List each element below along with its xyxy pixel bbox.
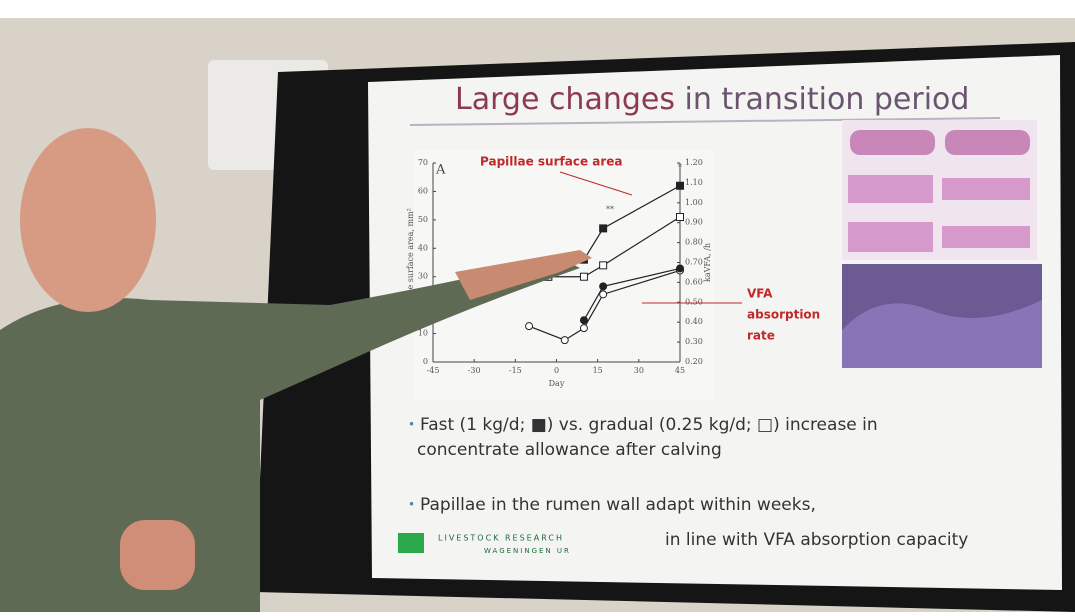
data-point xyxy=(676,213,684,222)
rumen-tissue xyxy=(842,300,1042,368)
y-tick-label: 40 xyxy=(418,243,428,252)
y-tick-label: 70 xyxy=(418,158,428,167)
y-tick-label: 60 xyxy=(418,186,428,195)
bullet-dot: • xyxy=(408,498,415,512)
y2-tick-label: 0.50 xyxy=(685,297,703,306)
data-point xyxy=(599,261,608,270)
presenter xyxy=(0,128,592,612)
logo-mark xyxy=(398,533,424,553)
logo-text: WAGENINGEN UR xyxy=(484,547,571,555)
data-point xyxy=(599,282,608,291)
annotation: Papillae surface area xyxy=(480,155,623,169)
bullet-text: Papillae in the rumen wall adapt within … xyxy=(420,495,816,515)
x-tick-label: -45 xyxy=(427,366,440,375)
data-point xyxy=(599,290,608,299)
y2-tick-label: 0.20 xyxy=(685,357,703,366)
bullet-dot: • xyxy=(408,418,415,432)
slide-title: Large changes in transition period xyxy=(455,82,969,117)
hand xyxy=(120,520,195,590)
head xyxy=(20,128,156,312)
data-point xyxy=(579,272,588,281)
data-point xyxy=(676,264,684,273)
logo-text: LIVESTOCK RESEARCH xyxy=(438,534,564,543)
series-line xyxy=(548,216,681,278)
annotation: rate xyxy=(747,329,775,343)
x-tick-label: -30 xyxy=(468,366,481,375)
y2-tick-label: 1.20 xyxy=(685,158,703,167)
data-point xyxy=(525,322,534,331)
x-tick-label: -15 xyxy=(509,366,522,375)
annotation: VFA xyxy=(747,287,773,301)
y2-tick-label: 0.80 xyxy=(685,238,703,247)
title-rule xyxy=(409,117,1001,126)
bullet-text: Fast (1 kg/d; ■) vs. gradual (0.25 kg/d;… xyxy=(420,415,878,435)
data-point xyxy=(560,336,569,345)
y-tick-label: 50 xyxy=(418,215,428,224)
tissue xyxy=(848,222,933,252)
annotation: absorption xyxy=(747,308,820,322)
x-tick-label: 15 xyxy=(593,366,603,375)
data-point xyxy=(599,224,608,233)
y2-tick-label: 1.10 xyxy=(685,178,703,187)
data-point xyxy=(579,324,588,333)
tissue xyxy=(942,178,1030,200)
bullet-text: in line with VFA absorption capacity xyxy=(665,530,968,550)
x-tick-label: 0 xyxy=(554,366,559,375)
y2-tick-label: 0.40 xyxy=(685,317,703,326)
tissue xyxy=(945,130,1030,155)
y2-tick-label: 0.90 xyxy=(685,218,703,227)
tissue xyxy=(942,226,1030,248)
logo: LIVESTOCK RESEARCH WAGENINGEN UR xyxy=(398,533,571,555)
arm xyxy=(455,250,592,300)
y-tick-label: 10 xyxy=(418,329,428,338)
chart: -45-30-1501530450102030405060700.200.300… xyxy=(406,150,820,400)
x-tick-label: 30 xyxy=(634,366,644,375)
x-tick-label: 45 xyxy=(675,366,685,375)
y2-tick-label: 0.30 xyxy=(685,337,703,346)
data-point xyxy=(579,316,588,325)
x-axis-label: Day xyxy=(549,379,565,388)
y-tick-label: 30 xyxy=(418,272,428,281)
bullet-text: concentrate allowance after calving xyxy=(417,440,722,460)
y2-axis-label: kaVFA, /h xyxy=(703,243,712,282)
tissue xyxy=(850,130,935,155)
y-tick-label: 0 xyxy=(423,357,428,366)
significance: ** xyxy=(606,205,614,214)
data-point xyxy=(676,181,684,190)
y2-tick-label: 0.70 xyxy=(685,258,703,267)
annotation-arrow xyxy=(559,171,633,196)
border xyxy=(0,0,1075,18)
y2-tick-label: 1.00 xyxy=(685,198,703,207)
significance: * xyxy=(678,163,682,172)
y-axis-label: Papillae surface area, mm² xyxy=(406,208,415,317)
tissue xyxy=(848,175,933,203)
y2-tick-label: 0.60 xyxy=(685,277,703,286)
panel-label: A xyxy=(435,163,446,178)
histology-images xyxy=(842,120,1042,368)
